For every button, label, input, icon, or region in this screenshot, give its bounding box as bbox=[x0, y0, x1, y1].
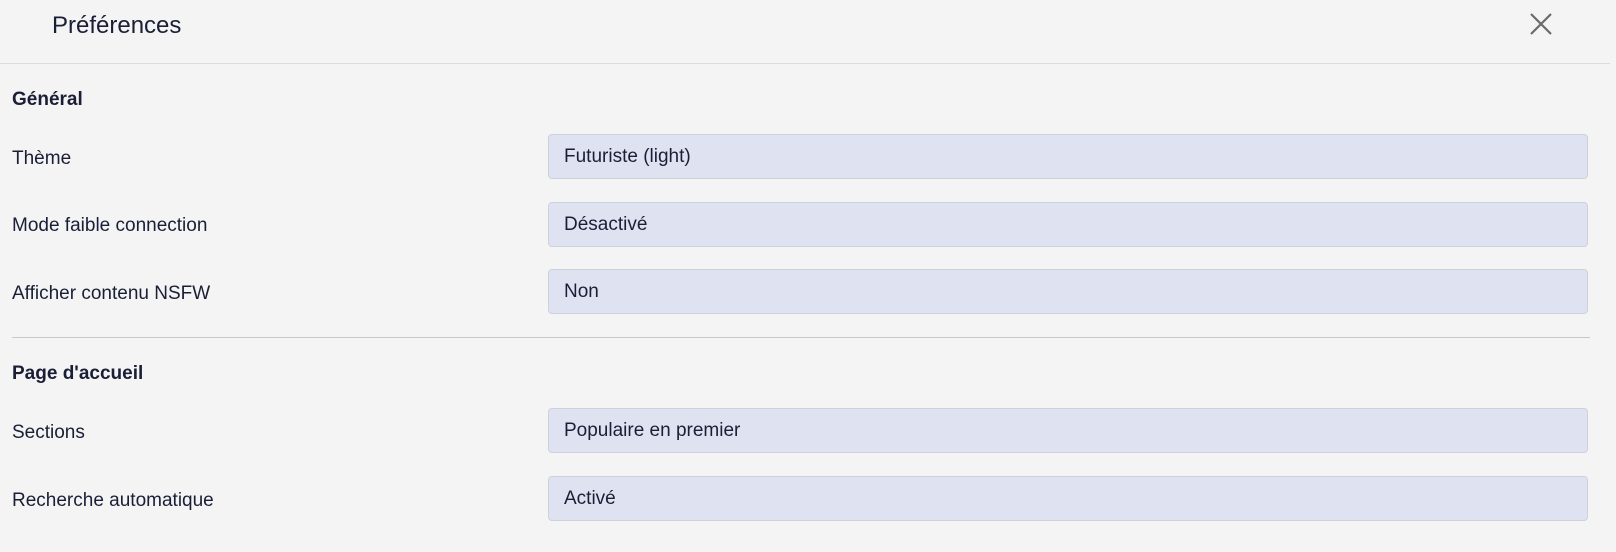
nsfw-label: Afficher contenu NSFW bbox=[12, 283, 211, 304]
section-heading-general: Général bbox=[12, 89, 83, 110]
header-divider bbox=[0, 63, 1610, 64]
low-connection-select[interactable]: Désactivé bbox=[548, 202, 1588, 247]
low-connection-label: Mode faible connection bbox=[12, 215, 208, 236]
theme-label: Thème bbox=[12, 148, 72, 169]
section-divider bbox=[12, 337, 1590, 338]
sections-select[interactable]: Populaire en premier bbox=[548, 408, 1588, 453]
nsfw-select[interactable]: Non bbox=[548, 269, 1588, 314]
sections-label: Sections bbox=[12, 422, 85, 443]
page-title: Préférences bbox=[52, 12, 182, 39]
theme-select[interactable]: Futuriste (light) bbox=[548, 134, 1588, 179]
close-icon[interactable] bbox=[1527, 10, 1555, 38]
section-heading-homepage: Page d'accueil bbox=[12, 363, 144, 384]
auto-search-label: Recherche automatique bbox=[12, 490, 214, 511]
auto-search-select[interactable]: Activé bbox=[548, 476, 1588, 521]
